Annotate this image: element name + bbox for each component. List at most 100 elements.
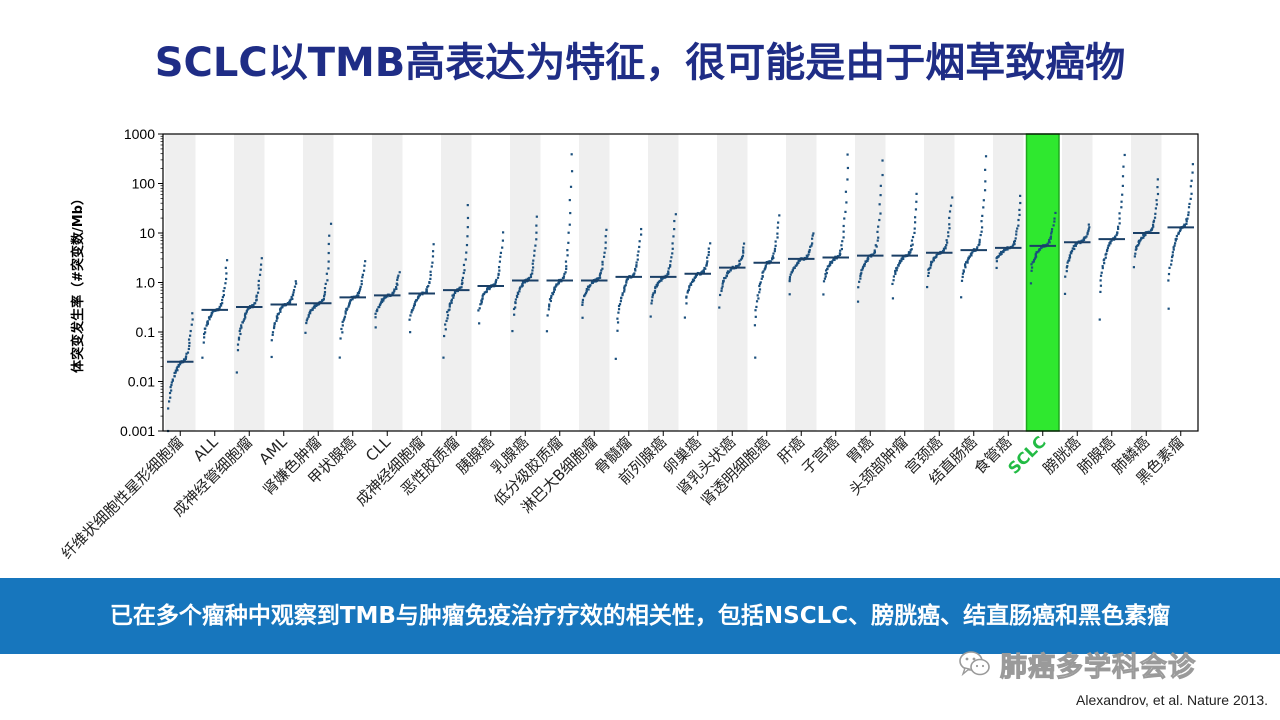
- data-point: [995, 260, 998, 263]
- data-point: [1017, 224, 1020, 227]
- data-point: [979, 233, 982, 237]
- data-point: [521, 284, 524, 287]
- data-point: [667, 270, 670, 273]
- data-point: [1073, 247, 1076, 251]
- data-point: [1171, 251, 1174, 254]
- data-point: [1081, 239, 1084, 242]
- data-point: [962, 269, 965, 272]
- data-point: [344, 310, 347, 313]
- data-point: [1103, 258, 1106, 261]
- data-point: [513, 313, 516, 316]
- data-point: [1070, 249, 1074, 253]
- data-point: [1034, 254, 1037, 257]
- data-point: [982, 206, 985, 209]
- data-point: [322, 297, 325, 301]
- data-point: [1120, 200, 1123, 203]
- data-point: [323, 287, 327, 290]
- data-point: [891, 282, 894, 286]
- data-point: [414, 300, 417, 303]
- data-point: [567, 241, 570, 244]
- data-point: [512, 307, 516, 311]
- data-point: [623, 285, 626, 288]
- data-point: [635, 261, 638, 264]
- data-point: [175, 367, 178, 370]
- data-point: [223, 286, 226, 290]
- data-point: [176, 365, 179, 369]
- data-point: [379, 302, 382, 305]
- data-point: [896, 266, 899, 269]
- data-point: [1134, 252, 1137, 255]
- data-point: [1085, 235, 1088, 238]
- data-point: [724, 276, 727, 280]
- data-point: [535, 224, 538, 227]
- data-point: [1011, 244, 1015, 247]
- data-point: [341, 324, 344, 327]
- data-point: [259, 268, 262, 271]
- data-point: [258, 273, 262, 276]
- data-point: [245, 312, 248, 315]
- data-point: [703, 266, 706, 270]
- data-point: [412, 307, 415, 310]
- data-point: [1000, 250, 1003, 254]
- data-point: [270, 339, 273, 342]
- data-point: [257, 279, 260, 282]
- data-point: [755, 300, 759, 303]
- data-point: [396, 283, 399, 286]
- category-band: [648, 134, 679, 431]
- data-point: [191, 318, 194, 321]
- data-point: [1156, 186, 1159, 189]
- data-point: [382, 299, 385, 302]
- data-point: [978, 238, 981, 241]
- data-point: [581, 316, 584, 319]
- data-point: [1168, 266, 1171, 269]
- data-point: [942, 249, 945, 252]
- data-point: [652, 292, 655, 295]
- data-point: [846, 178, 849, 181]
- data-point: [286, 301, 289, 305]
- data-point: [553, 288, 557, 291]
- data-point: [450, 298, 454, 301]
- data-point: [929, 263, 932, 267]
- data-point: [346, 307, 349, 310]
- data-point: [432, 243, 435, 246]
- data-point: [452, 296, 455, 299]
- data-point: [243, 317, 246, 321]
- data-point: [1178, 229, 1182, 233]
- data-point: [361, 276, 364, 279]
- data-point: [431, 261, 434, 264]
- data-point: [705, 264, 708, 267]
- data-point: [210, 313, 213, 316]
- data-point: [451, 294, 454, 297]
- data-point: [569, 185, 573, 188]
- data-point: [201, 356, 204, 359]
- data-point: [995, 266, 998, 270]
- data-point: [281, 304, 284, 307]
- data-point: [829, 260, 832, 264]
- data-point: [776, 232, 779, 235]
- data-point: [687, 288, 690, 291]
- y-tick-label: 1000: [124, 126, 155, 142]
- data-point: [1118, 222, 1121, 225]
- data-point: [523, 281, 527, 284]
- data-point: [1018, 208, 1021, 212]
- data-point: [548, 305, 551, 308]
- data-point: [897, 264, 900, 267]
- data-point: [555, 283, 558, 286]
- data-point: [807, 253, 810, 256]
- data-point: [840, 244, 843, 247]
- category-band: [441, 134, 472, 431]
- x-tick-label: 胰腺癌: [453, 433, 498, 478]
- x-tick-label: 膀胱癌: [1040, 433, 1085, 478]
- data-point: [516, 295, 519, 299]
- data-point: [360, 283, 363, 286]
- data-point: [225, 277, 228, 281]
- data-point: [929, 266, 932, 269]
- data-point: [1029, 282, 1033, 285]
- data-point: [581, 298, 585, 302]
- data-point: [984, 168, 987, 171]
- data-point: [392, 291, 395, 294]
- data-point: [291, 293, 294, 296]
- data-point: [411, 308, 414, 312]
- data-point: [1105, 252, 1108, 255]
- data-point: [859, 274, 862, 278]
